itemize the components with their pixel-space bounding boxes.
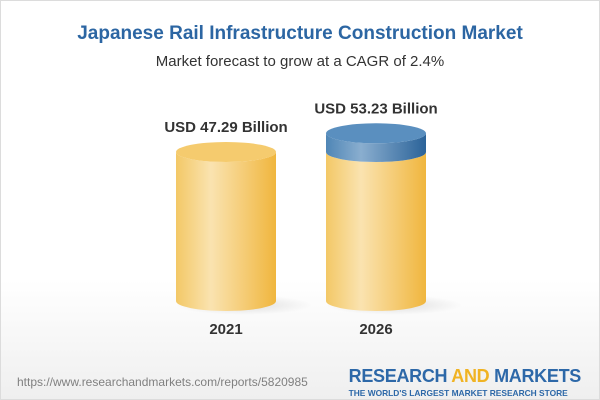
cylinder-body-2021 [176,152,276,311]
logo-tagline: THE WORLD'S LARGEST MARKET RESEARCH STOR… [348,388,568,398]
logo-text-markets: MARKETS [489,366,581,386]
source-url[interactable]: https://www.researchandmarkets.com/repor… [17,375,308,389]
logo-text: RESEARCH [348,366,452,386]
cylinder-top-2026 [326,123,426,144]
category-label: 2021 [209,321,242,338]
data-label: USD 47.29 Billion [164,119,287,136]
chart-subtitle: Market forecast to grow at a CAGR of 2.4… [155,53,445,70]
category-label: 2026 [359,321,392,338]
cylinder-growth-2026 [326,133,426,162]
cylinder-top-2021 [176,142,276,162]
cylinder-chart: USD 47.29 Billion 2021 USD 53.23 Billion 20… [164,100,462,338]
cylinder-body-2026 [326,152,426,311]
research-and-markets-logo: RESEARCH AND MARKETS THE WORLD'S LARGEST… [348,366,582,398]
data-label: USD 53.23 Billion [314,100,437,117]
chart-title: Japanese Rail Infrastructure Constructio… [77,23,523,44]
logo-text-and: AND [451,366,490,386]
